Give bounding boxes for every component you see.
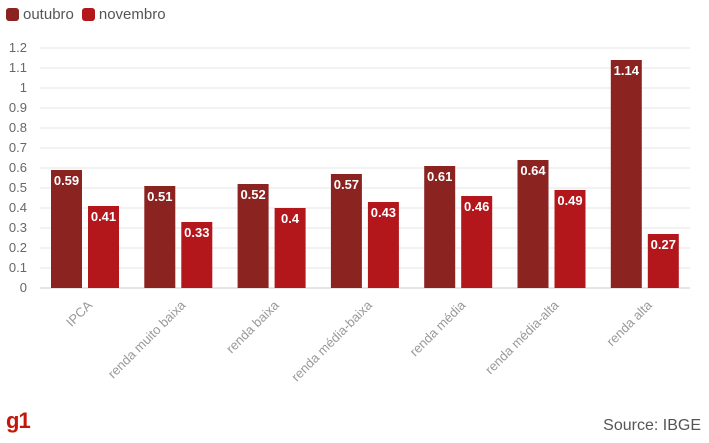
category-label: renda muito baixa: [105, 297, 189, 381]
y-tick-label: 0.3: [9, 220, 27, 235]
y-tick-label: 0.1: [9, 260, 27, 275]
category-label: IPCA: [63, 297, 95, 329]
bar-outubro: [51, 170, 82, 288]
legend: outubro novembro: [6, 6, 174, 23]
g1-logo: g1: [6, 408, 31, 433]
y-tick-label: 1.2: [9, 40, 27, 55]
bar-novembro: [88, 206, 119, 288]
y-tick-label: 0.6: [9, 160, 27, 175]
legend-item-outubro: outubro: [6, 6, 74, 23]
category-label: renda alta: [603, 297, 655, 349]
value-label: 0.51: [147, 189, 172, 204]
bar-novembro: [554, 190, 586, 288]
bar-outubro: [237, 184, 269, 288]
value-label: 0.49: [557, 193, 582, 208]
bar-novembro: [647, 234, 679, 288]
value-label: 0.64: [520, 163, 546, 178]
category-label: renda média-alta: [482, 297, 562, 377]
value-label: 0.43: [371, 205, 396, 220]
y-tick-label: 0.9: [9, 100, 27, 115]
value-label: 0.59: [54, 173, 79, 188]
bar-novembro: [461, 196, 493, 288]
value-label: 0.52: [240, 187, 265, 202]
bar-outubro: [144, 186, 176, 288]
value-label: 0.46: [464, 199, 489, 214]
legend-label-novembro: novembro: [98, 6, 166, 23]
bar-novembro: [367, 202, 399, 288]
value-label: 0.57: [334, 177, 359, 192]
bar-outubro: [330, 174, 362, 288]
legend-item-novembro: novembro: [81, 6, 166, 23]
bar-outubro: [610, 60, 642, 288]
y-tick-label: 0.8: [9, 120, 27, 135]
source-note: Source: IBGE: [603, 417, 701, 434]
category-label: renda média-baixa: [288, 297, 375, 384]
value-label: 1.14: [614, 63, 640, 78]
y-tick-label: 1: [20, 80, 27, 95]
value-label: 0.61: [427, 169, 452, 184]
bar-novembro: [274, 208, 306, 288]
category-label: renda baixa: [223, 297, 282, 356]
value-label: 0.27: [651, 237, 676, 252]
legend-swatch-novembro: [81, 8, 95, 21]
value-label: 0.33: [184, 225, 209, 240]
y-tick-label: 0: [20, 280, 27, 295]
y-tick-label: 1.1: [9, 60, 27, 75]
legend-label-outubro: outubro: [23, 6, 74, 23]
y-tick-label: 0.5: [9, 180, 27, 195]
bar-novembro: [181, 222, 213, 288]
y-tick-label: 0.4: [9, 200, 27, 215]
value-label: 0.4: [281, 211, 300, 226]
category-label: renda média: [407, 297, 469, 359]
y-tick-label: 0.2: [9, 240, 27, 255]
bar-outubro: [424, 166, 456, 288]
y-tick-label: 0.7: [9, 140, 27, 155]
value-label: 0.41: [91, 209, 116, 224]
bar-outubro: [517, 160, 549, 288]
legend-swatch-outubro: [6, 8, 19, 21]
